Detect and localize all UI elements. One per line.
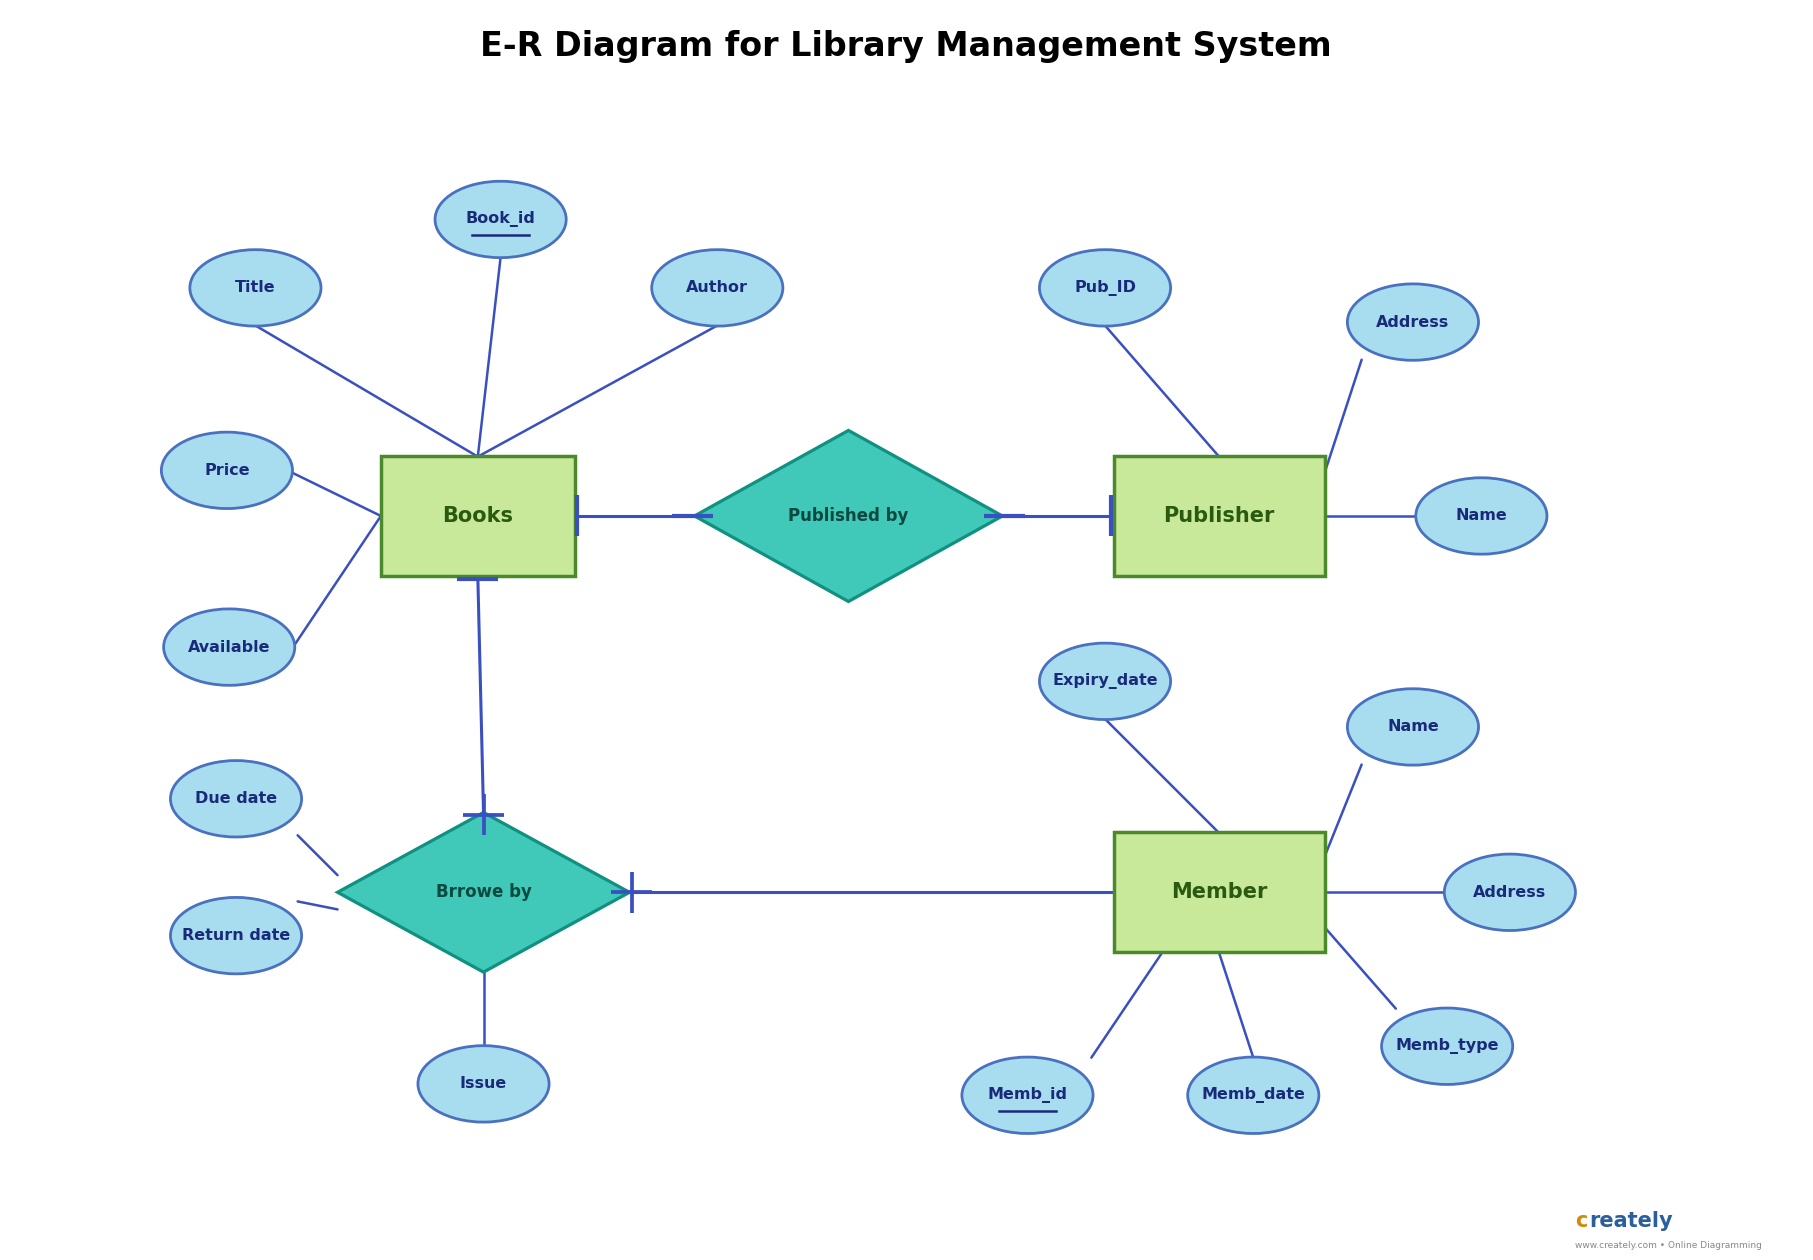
Ellipse shape <box>170 761 301 837</box>
Text: Due date: Due date <box>196 791 277 806</box>
Text: Return date: Return date <box>181 929 290 944</box>
Ellipse shape <box>1039 249 1171 326</box>
Ellipse shape <box>1382 1008 1512 1085</box>
Text: Issue: Issue <box>461 1076 508 1091</box>
FancyBboxPatch shape <box>1113 833 1325 953</box>
Text: Name: Name <box>1387 719 1440 735</box>
Text: Name: Name <box>1456 509 1507 523</box>
Ellipse shape <box>419 1046 549 1123</box>
Ellipse shape <box>170 897 301 974</box>
Ellipse shape <box>1445 854 1575 930</box>
Text: Brrowe by: Brrowe by <box>435 883 531 901</box>
Ellipse shape <box>1039 643 1171 719</box>
Text: Books: Books <box>442 507 513 525</box>
Text: Publisher: Publisher <box>1164 507 1275 525</box>
Ellipse shape <box>963 1057 1093 1134</box>
Text: Address: Address <box>1474 885 1546 900</box>
Text: Address: Address <box>1376 315 1450 330</box>
Text: Author: Author <box>687 281 749 295</box>
FancyBboxPatch shape <box>381 456 575 576</box>
Text: Memb_date: Memb_date <box>1202 1087 1305 1104</box>
Ellipse shape <box>163 609 296 685</box>
Text: reately: reately <box>1590 1211 1673 1231</box>
Text: Title: Title <box>236 281 276 295</box>
Ellipse shape <box>651 249 783 326</box>
Ellipse shape <box>190 249 321 326</box>
Polygon shape <box>337 813 629 973</box>
Text: E-R Diagram for Library Management System: E-R Diagram for Library Management Syste… <box>480 30 1331 63</box>
Text: Book_id: Book_id <box>466 212 535 228</box>
Text: Member: Member <box>1171 882 1267 902</box>
Ellipse shape <box>435 181 566 257</box>
Ellipse shape <box>1188 1057 1318 1134</box>
Text: Price: Price <box>205 462 250 478</box>
Ellipse shape <box>161 432 292 509</box>
Text: Memb_id: Memb_id <box>988 1087 1068 1104</box>
FancyBboxPatch shape <box>1113 456 1325 576</box>
Text: c: c <box>1575 1211 1586 1231</box>
Ellipse shape <box>1347 284 1479 360</box>
Text: Memb_type: Memb_type <box>1396 1038 1499 1055</box>
Text: Available: Available <box>189 640 270 655</box>
Text: Pub_ID: Pub_ID <box>1073 280 1137 296</box>
Text: Expiry_date: Expiry_date <box>1052 673 1159 689</box>
Ellipse shape <box>1416 478 1546 554</box>
Ellipse shape <box>1347 689 1479 765</box>
Text: Published by: Published by <box>789 507 908 525</box>
Polygon shape <box>694 431 1003 601</box>
Text: www.creately.com • Online Diagramming: www.creately.com • Online Diagramming <box>1575 1241 1762 1250</box>
